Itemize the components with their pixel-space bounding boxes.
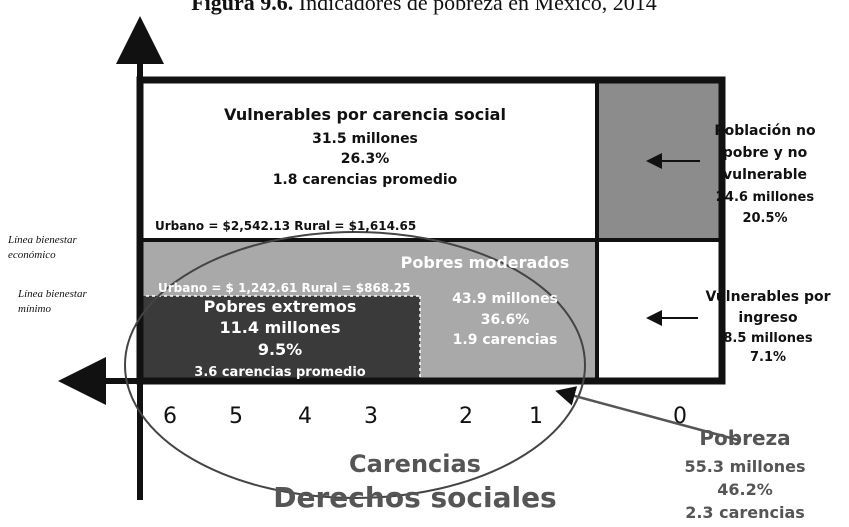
axis-ticks: 6 5 4 3 2 1 0 [163,404,687,429]
box-text: 31.5 millones [312,131,418,147]
box-text: 55.3 millones [685,457,806,476]
box-text: 24.6 millones [716,190,815,205]
title-label: Figura 9.6. [191,0,293,15]
tick-label: 2 [459,404,473,429]
side-label: Línea bienestar [7,234,77,246]
box-text: 7.1% [750,350,786,365]
side-label: mínimo [18,303,52,315]
box-text: 1.9 carencias [453,332,558,348]
box-text: vulnerable [723,167,807,183]
box-text: 43.9 millones [452,291,558,307]
title-text: Indicadores de pobreza en México, 2014 [299,0,657,15]
arrow [555,386,739,442]
box-text: 8.5 millones [723,331,812,346]
box-text: Pobres extremos [204,297,357,316]
box-text: 36.6% [481,312,530,328]
tick-label: 1 [529,404,543,429]
axis-label: Carencias [349,450,481,478]
box-text: 1.8 carencias promedio [273,172,458,188]
box-text: Vulnerables por [706,289,831,305]
axis-title: Derechos sociales [273,481,556,514]
side-label: económico [8,249,56,261]
box-text: 20.5% [742,211,787,226]
poverty-ellipse [124,231,586,499]
tick-label: 3 [364,404,378,429]
box-text: 11.4 millones [220,318,341,337]
box-text: 2.3 carencias [685,503,805,522]
box-text: Pobreza [699,426,790,450]
box-text: pobre y no [723,145,808,161]
box-text: ingreso [738,310,798,326]
line-text: Urbano = $ 1,242.61 Rural = $868.25 [158,281,410,295]
box-text: Población no [714,123,816,139]
tick-label: 6 [163,404,177,429]
box-text: 26.3% [341,151,390,167]
tick-label: 4 [298,404,312,429]
extreme-region [140,296,420,381]
box-title: Pobres moderados [401,253,570,272]
side-label: Línea bienestar [17,288,87,300]
box-text: 46.2% [717,480,773,499]
tick-label: 5 [229,404,243,429]
box-text: 3.6 carencias promedio [194,365,365,380]
line-text: Urbano = $2,542.13 Rural = $1,614.65 [155,219,416,233]
box-text: 9.5% [258,340,302,359]
title: Figura 9.6. Indicadores de pobreza en Mé… [191,0,657,15]
box-text: Vulnerables por carencia social [224,105,506,124]
